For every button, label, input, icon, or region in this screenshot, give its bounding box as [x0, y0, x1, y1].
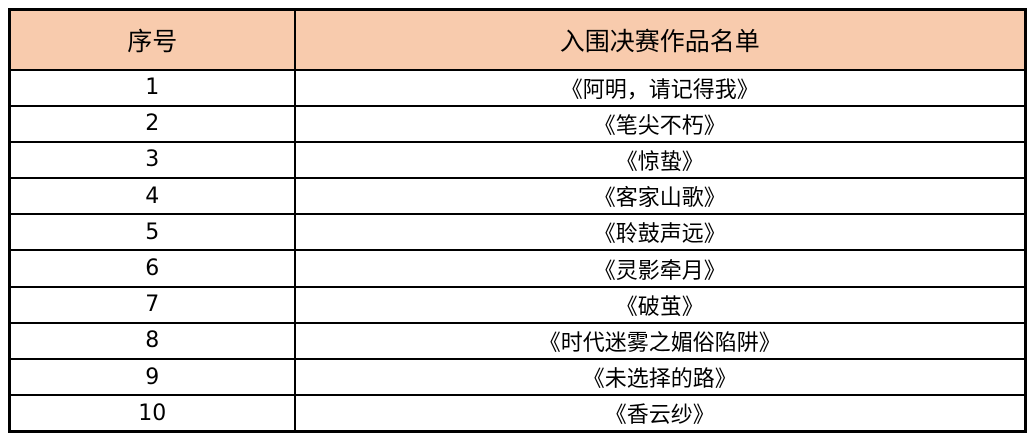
table-row: 5 《聆鼓声远》 [8, 213, 1027, 252]
header-cell-serial-number: 序号 [8, 8, 296, 71]
serial-number-cell: 6 [8, 249, 296, 288]
serial-number-cell: 10 [8, 394, 296, 433]
work-title-cell: 《阿明，请记得我》 [293, 68, 1027, 107]
work-title-cell: 《破茧》 [293, 285, 1027, 324]
serial-number-cell: 3 [8, 140, 296, 180]
table-row: 8 《时代迷雾之媚俗陷阱》 [8, 321, 1027, 361]
header-cell-work-list-title: 入围决赛作品名单 [293, 8, 1027, 71]
table-row: 1 《阿明，请记得我》 [8, 68, 1027, 107]
table-row: 9 《未选择的路》 [8, 357, 1027, 397]
table-row: 6 《灵影牵月》 [8, 249, 1027, 288]
finalist-works-table: 序号 入围决赛作品名单 1 《阿明，请记得我》 2 《笔尖不朽》 3 《惊蛰》 … [8, 8, 1027, 433]
table-row: 2 《笔尖不朽》 [8, 104, 1027, 143]
work-title-cell: 《惊蛰》 [293, 140, 1027, 180]
serial-number-cell: 7 [8, 285, 296, 324]
table-row: 7 《破茧》 [8, 285, 1027, 324]
table-body: 1 《阿明，请记得我》 2 《笔尖不朽》 3 《惊蛰》 4 《客家山歌》 5 《… [8, 68, 1027, 433]
table-row: 10 《香云纱》 [8, 394, 1027, 433]
work-title-cell: 《灵影牵月》 [293, 249, 1027, 288]
work-title-cell: 《未选择的路》 [293, 357, 1027, 397]
table-row: 4 《客家山歌》 [8, 177, 1027, 216]
table-header: 序号 入围决赛作品名单 [8, 8, 1027, 71]
table-row: 3 《惊蛰》 [8, 140, 1027, 180]
header-row: 序号 入围决赛作品名单 [8, 8, 1027, 71]
serial-number-cell: 5 [8, 213, 296, 252]
work-title-cell: 《笔尖不朽》 [293, 104, 1027, 143]
serial-number-cell: 8 [8, 321, 296, 361]
serial-number-cell: 2 [8, 104, 296, 143]
work-title-cell: 《香云纱》 [293, 394, 1027, 433]
serial-number-cell: 9 [8, 357, 296, 397]
serial-number-cell: 4 [8, 177, 296, 216]
serial-number-cell: 1 [8, 68, 296, 107]
work-title-cell: 《时代迷雾之媚俗陷阱》 [293, 321, 1027, 361]
work-title-cell: 《聆鼓声远》 [293, 213, 1027, 252]
work-title-cell: 《客家山歌》 [293, 177, 1027, 216]
